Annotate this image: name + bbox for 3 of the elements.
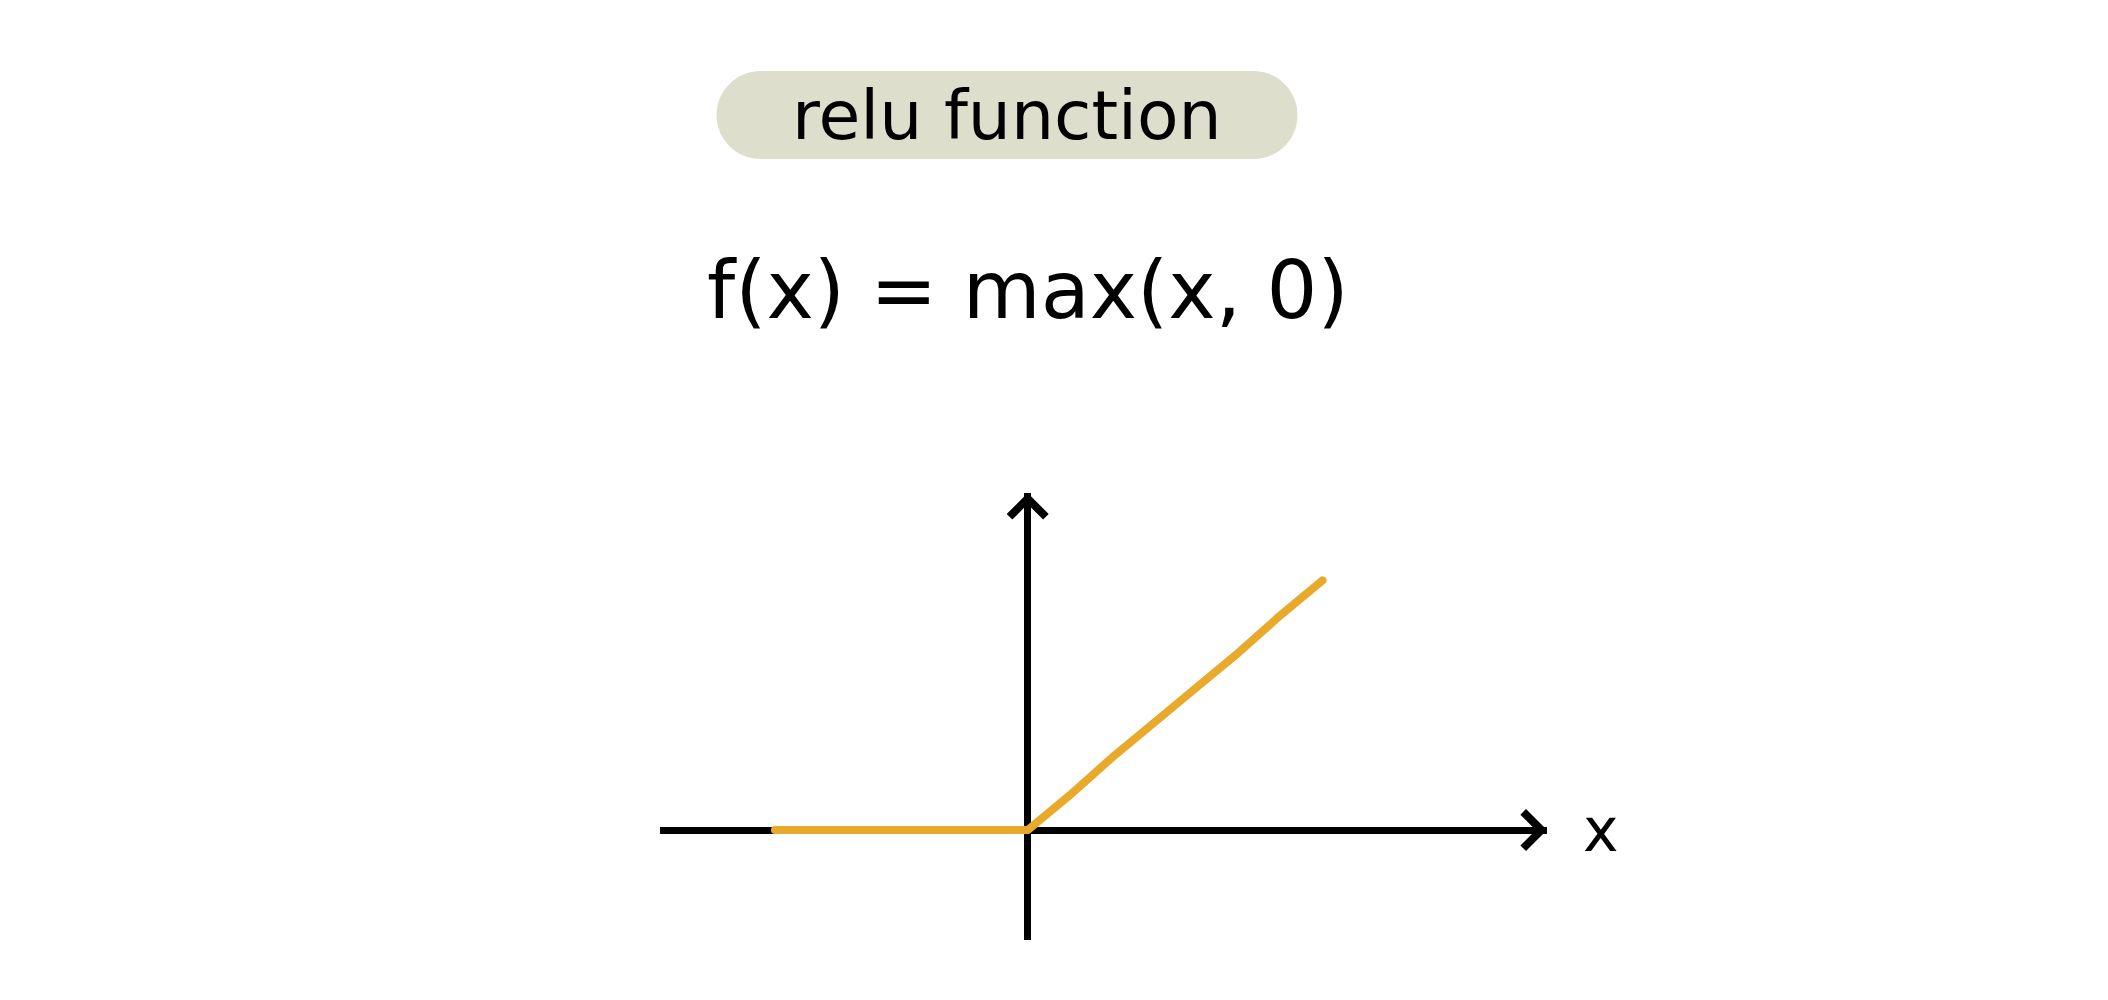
x-axis-title: x <box>1583 795 1619 865</box>
chart-title: relu function <box>792 76 1222 155</box>
chart-subtitle: f(x) = max(x, 0) <box>707 244 1349 337</box>
